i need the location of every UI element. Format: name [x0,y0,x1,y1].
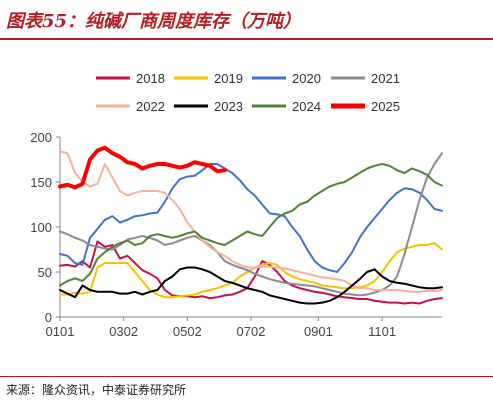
chart-axes: 0 50 100 150 200 0101 0302 0502 0702 0901 1101 [30,130,442,339]
x-tick-label: 0302 [109,324,138,339]
series-line-2024 [59,163,443,287]
series-line-2019 [59,242,443,299]
series-line-2021 [59,152,443,297]
y-tick-label: 200 [30,130,52,145]
legend-label-2023: 2023 [214,99,243,114]
x-tick-label: 1101 [368,324,396,339]
source-note: 来源：隆众资讯，中泰证券研究所 [6,383,187,397]
source-bar: 来源：隆众资讯，中泰证券研究所 [0,376,493,400]
series-line-2025 [58,145,227,190]
y-tick-label: 0 [45,310,52,325]
x-tick-label: 0101 [46,324,75,339]
legend-label-2018: 2018 [136,71,165,86]
legend-label-2021: 2021 [371,71,400,86]
legend-label-2019: 2019 [214,71,243,86]
y-tick-label: 50 [38,265,52,280]
title-bar: 图表55：纯碱厂商周度库存（万吨） [0,0,493,40]
inventory-line-chart: 2018 2019 2020 2021 2022 2023 2024 2025 0 50 100 1… [30,71,443,339]
legend-label-2025: 2025 [371,99,400,114]
x-tick-label: 0702 [237,324,266,339]
y-tick-label: 100 [30,220,52,235]
legend-label-2020: 2020 [292,71,321,86]
x-tick-label: 0901 [304,324,333,339]
series-line-2018 [59,240,443,305]
legend-label-2022: 2022 [136,99,165,114]
chart-legend: 2018 2019 2020 2021 2022 2023 2024 2025 [96,71,400,114]
x-tick-label: 0502 [173,324,202,339]
series-line-2023 [59,266,443,305]
series-line-2022 [59,150,443,293]
legend-label-2024: 2024 [292,99,321,114]
y-tick-label: 150 [30,175,52,190]
chart-series [58,145,443,305]
page-title: 图表55：纯碱厂商周度库存（万吨） [6,11,302,32]
series-line-2020 [59,163,443,273]
